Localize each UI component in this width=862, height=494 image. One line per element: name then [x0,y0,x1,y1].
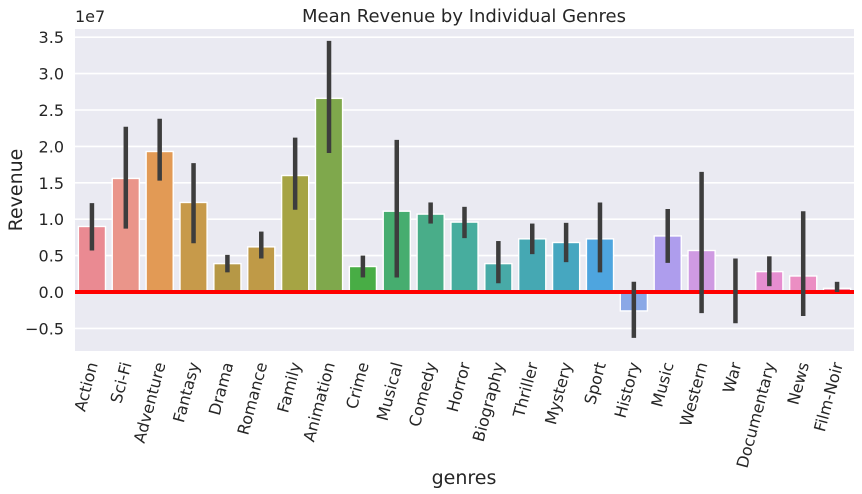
y-tick-label: 3.0 [39,65,64,84]
y-scale-label: 1e7 [75,7,105,26]
y-tick-label: 1.5 [39,174,64,193]
x-tick-label: Sci-Fi [107,360,136,405]
x-tick-label: Horror [443,360,475,414]
error-bars [89,40,840,338]
y-tick-label: 2.5 [39,101,64,120]
x-tick-label: Biography [469,360,508,444]
x-tick-label: Film-Noir [810,360,847,434]
x-tick-label: Western [676,360,711,428]
x-tick-label: History [611,360,644,420]
y-axis-title: Revenue [5,149,27,232]
x-tick-label: Crime [342,360,373,411]
x-tick-label: Adventure [130,360,170,445]
y-tick-label: 0.0 [39,283,64,302]
x-tick-label: Animation [299,360,338,444]
x-tick-label: War [719,360,746,395]
y-tick-label: 1.0 [39,210,64,229]
x-tick-label: News [784,360,814,407]
plot-background [75,29,854,351]
x-tick-label: Romance [234,360,272,437]
x-tick-label: Action [70,360,101,413]
x-tick-label: Sport [580,360,609,406]
x-axis-title: genres [432,467,497,489]
x-tick-label: Thriller [509,360,542,421]
x-tick-label: Fantasy [169,360,203,424]
x-tick-label: Music [647,360,677,409]
y-tick-label: −0.5 [25,319,64,338]
chart-title: Mean Revenue by Individual Genres [302,6,626,27]
y-tick-label: 3.5 [39,28,64,47]
x-tick-label: Family [273,360,305,415]
y-tick-label: 2.0 [39,137,64,156]
y-tick-label: 0.5 [39,247,64,266]
x-tick-label: Musical [373,360,407,423]
x-tick-label: Mystery [541,360,576,427]
bar [416,213,445,293]
x-tick-label: Drama [205,360,237,417]
y-tick-labels: −0.5 0.0 0.5 1.0 1.5 2.0 2.5 3.0 3.5 [25,28,64,338]
x-tick-label: Comedy [405,360,440,429]
